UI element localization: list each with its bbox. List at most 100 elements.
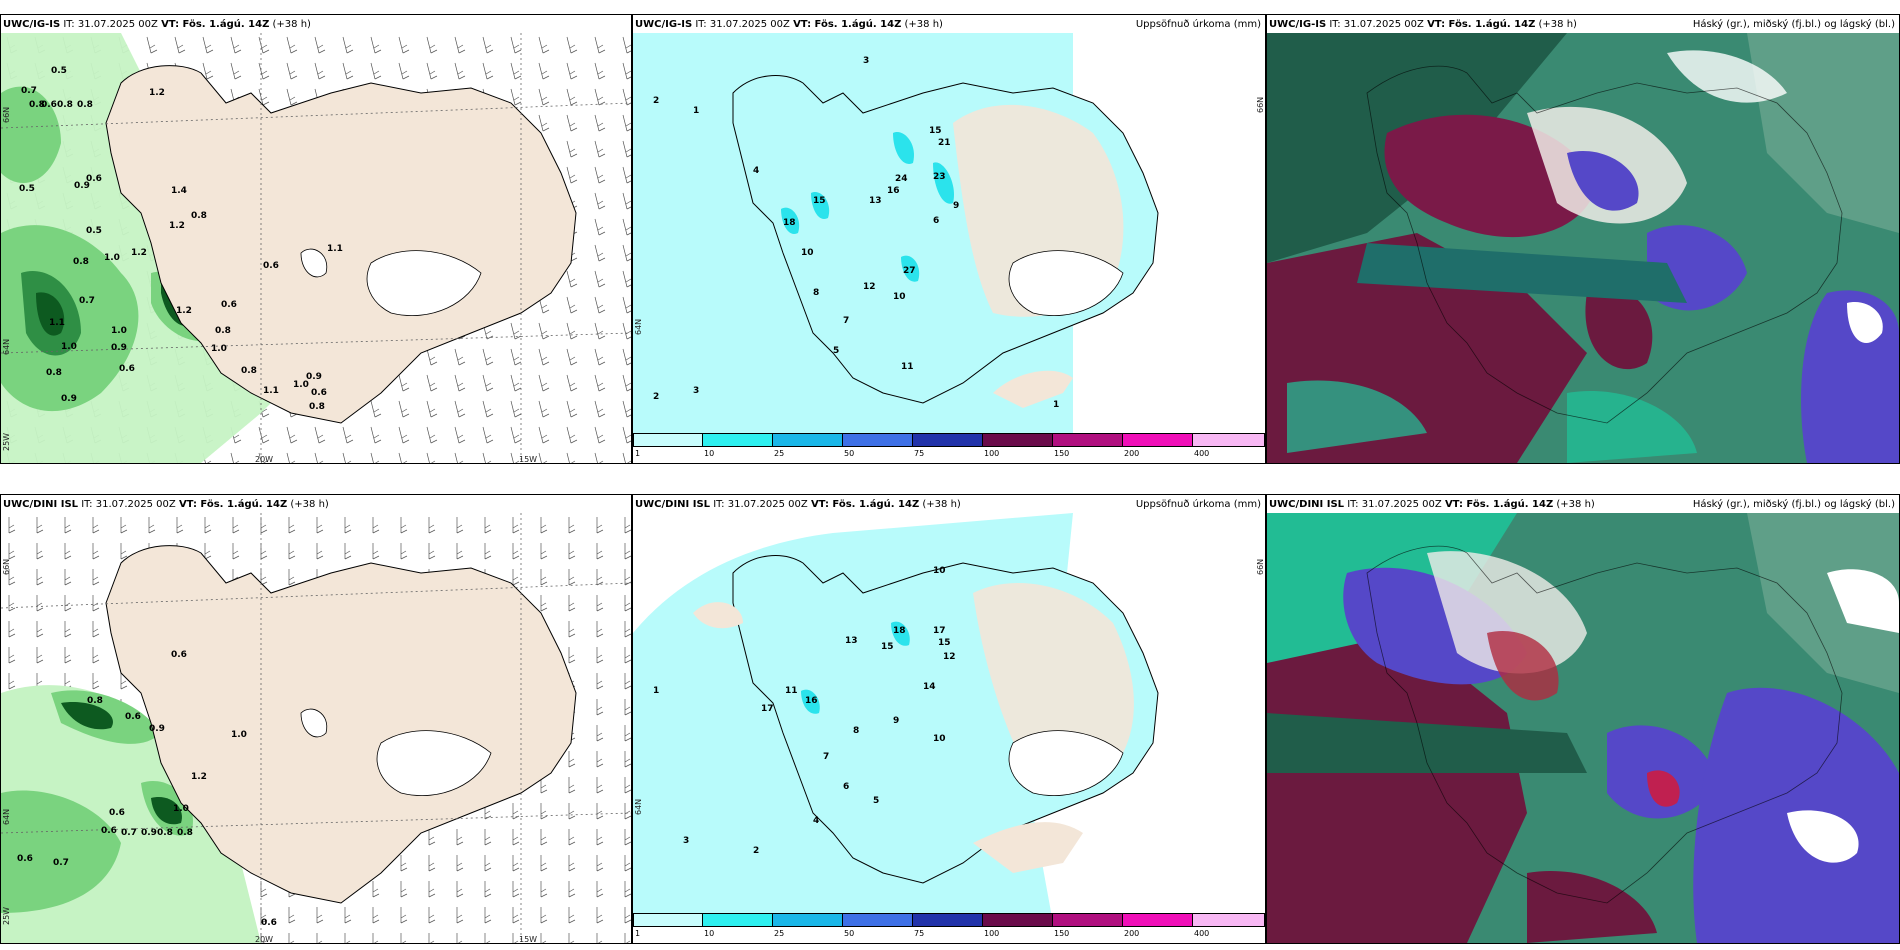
precip-value: 5: [873, 796, 879, 806]
precip-colorbar: 1 10 25 50 75 100 150 200 400: [633, 433, 1265, 458]
wind-value: 0.6: [41, 100, 57, 110]
colorbar-cell: 25: [773, 913, 843, 938]
colorbar-cell: 150: [1053, 913, 1123, 938]
wind-value: 0.6: [86, 174, 102, 184]
colorbar-cell: 50: [843, 433, 913, 458]
init-time: IT: 31.07.2025 00Z: [1347, 499, 1442, 510]
colorbar-cell: 400: [1193, 913, 1265, 938]
wind-value: 1.4: [171, 186, 187, 196]
model-name: UWC/DINI ISL: [1269, 499, 1345, 510]
forecast-offset: (+38 h): [272, 19, 311, 30]
lon-tick: 15W: [519, 455, 538, 464]
wind-value: 0.7: [21, 86, 37, 96]
init-time: IT: 31.07.2025 00Z: [695, 19, 790, 30]
forecast-offset: (+38 h): [1556, 499, 1595, 510]
colorbar-tick: 75: [914, 929, 925, 938]
precip-value: 13: [845, 636, 858, 646]
valid-time: VT: Fös. 1.ágú. 14Z: [810, 499, 920, 510]
precip-value: 18: [893, 626, 906, 636]
wind-value: 1.1: [263, 386, 279, 396]
precip-value: 10: [933, 734, 946, 744]
precip-value: 1: [693, 106, 699, 116]
precip-value: 3: [683, 836, 689, 846]
panel-header: UWC/IG-IS IT: 31.07.2025 00Z VT: Fös. 1.…: [1269, 17, 1897, 33]
colorbar-tick: 150: [1054, 449, 1070, 458]
wind-value: 0.8: [309, 402, 325, 412]
wind-value: 0.8: [157, 828, 173, 838]
wind-value: 1.0: [231, 730, 247, 740]
panel-dini-cloud: UWC/DINI ISL IT: 31.07.2025 00Z VT: Fös.…: [1266, 494, 1900, 944]
valid-time: VT: Fös. 1.ágú. 14Z: [178, 499, 288, 510]
wind-value: 0.9: [74, 181, 90, 191]
model-name: UWC/IG-IS: [3, 19, 61, 30]
colorbar-cell: 75: [913, 913, 983, 938]
wind-value: 1.1: [49, 318, 65, 328]
cloud-map: [1267, 33, 1899, 463]
lat-tick: 66N: [2, 558, 11, 575]
precip-value: 3: [693, 386, 699, 396]
panel-right-title: Uppsöfnuð úrkoma (mm): [1135, 499, 1261, 510]
panel-dini-precip: UWC/DINI ISL IT: 31.07.2025 00Z VT: Fös.…: [632, 494, 1266, 944]
precip-value: 14: [923, 682, 936, 692]
wind-value: 1.2: [131, 248, 147, 258]
panel-ig-precip: UWC/IG-IS IT: 31.07.2025 00Z VT: Fös. 1.…: [632, 14, 1266, 464]
precip-value: 9: [893, 716, 899, 726]
precip-value: 17: [761, 704, 774, 714]
wind-map: 0.6 0.8 0.6 0.9 1.0 1.2 1.0 0.6 0.8 0.6 …: [1, 513, 631, 943]
precip-value: 16: [805, 696, 818, 706]
wind-value: 0.9: [141, 828, 157, 838]
precip-value: 21: [938, 138, 951, 148]
panel-right-title: Háský (gr.), miðský (fj.bl.) og lágský (…: [1692, 499, 1895, 510]
lat-tick: 64N: [2, 338, 11, 355]
precip-value: 12: [943, 652, 956, 662]
cloud-map: [1267, 513, 1899, 943]
forecast-offset: (+38 h): [1538, 19, 1577, 30]
colorbar-cell: 10: [703, 913, 773, 938]
wind-value: 0.7: [53, 858, 69, 868]
panel-ig-wind: UWC/IG-IS IT: 31.07.2025 00Z VT: Fös. 1.…: [0, 14, 632, 464]
lon-tick: 20W: [255, 935, 274, 944]
init-time: IT: 31.07.2025 00Z: [1329, 19, 1424, 30]
wind-value: 0.8: [191, 211, 207, 221]
lat-tick: 64N: [2, 808, 11, 825]
wind-value: 0.8: [177, 828, 193, 838]
precip-value: 5: [833, 346, 839, 356]
wind-values: 0.5 0.7 0.6 0.8 0.8 0.8 1.2 0.5 0.6 0.9 …: [19, 66, 343, 412]
precip-value: 2: [653, 96, 659, 106]
wind-value: 0.8: [57, 100, 73, 110]
wind-value: 1.2: [149, 88, 165, 98]
colorbar-cell: 400: [1193, 433, 1265, 458]
model-name: UWC/DINI ISL: [635, 499, 711, 510]
wind-value: 1.0: [173, 804, 189, 814]
model-name: UWC/DINI ISL: [3, 499, 79, 510]
wind-value: 0.7: [79, 296, 95, 306]
colorbar-cell: 150: [1053, 433, 1123, 458]
wind-value: 0.9: [61, 394, 77, 404]
wind-value: 0.9: [111, 343, 127, 353]
wind-value: 1.2: [191, 772, 207, 782]
colorbar-tick: 400: [1194, 929, 1210, 938]
init-time: IT: 31.07.2025 00Z: [63, 19, 158, 30]
wind-value: 0.8: [46, 368, 62, 378]
valid-time: VT: Fös. 1.ágú. 14Z: [1427, 19, 1536, 30]
panel-right-title: Uppsöfnuð úrkoma (mm): [1135, 19, 1261, 30]
precip-value: 27: [903, 266, 916, 276]
model-name: UWC/IG-IS: [1269, 19, 1327, 30]
precip-value: 6: [843, 782, 849, 792]
wind-value: 1.2: [169, 221, 185, 231]
precip-value: 4: [753, 166, 759, 176]
precip-value: 1: [1053, 400, 1059, 410]
colorbar-cell: 200: [1123, 913, 1193, 938]
wind-value: 0.5: [19, 184, 35, 194]
precip-value: 10: [933, 566, 946, 576]
wind-value: 1.0: [104, 253, 120, 263]
colorbar-tick: 75: [914, 449, 925, 458]
precip-values: 10 18 17 15 12 13 15 11 16 17 14 10 9 8 …: [653, 566, 956, 856]
colorbar-tick: 25: [774, 449, 785, 458]
lat-tick: 64N: [634, 798, 643, 815]
colorbar-tick: 1: [635, 929, 641, 938]
lat-tick: 64N: [634, 318, 643, 335]
wind-value: 1.1: [327, 244, 343, 254]
panel-right-title: Háský (gr.), miðský (fj.bl.) og lágský (…: [1692, 19, 1895, 30]
colorbar-tick: 10: [704, 449, 715, 458]
